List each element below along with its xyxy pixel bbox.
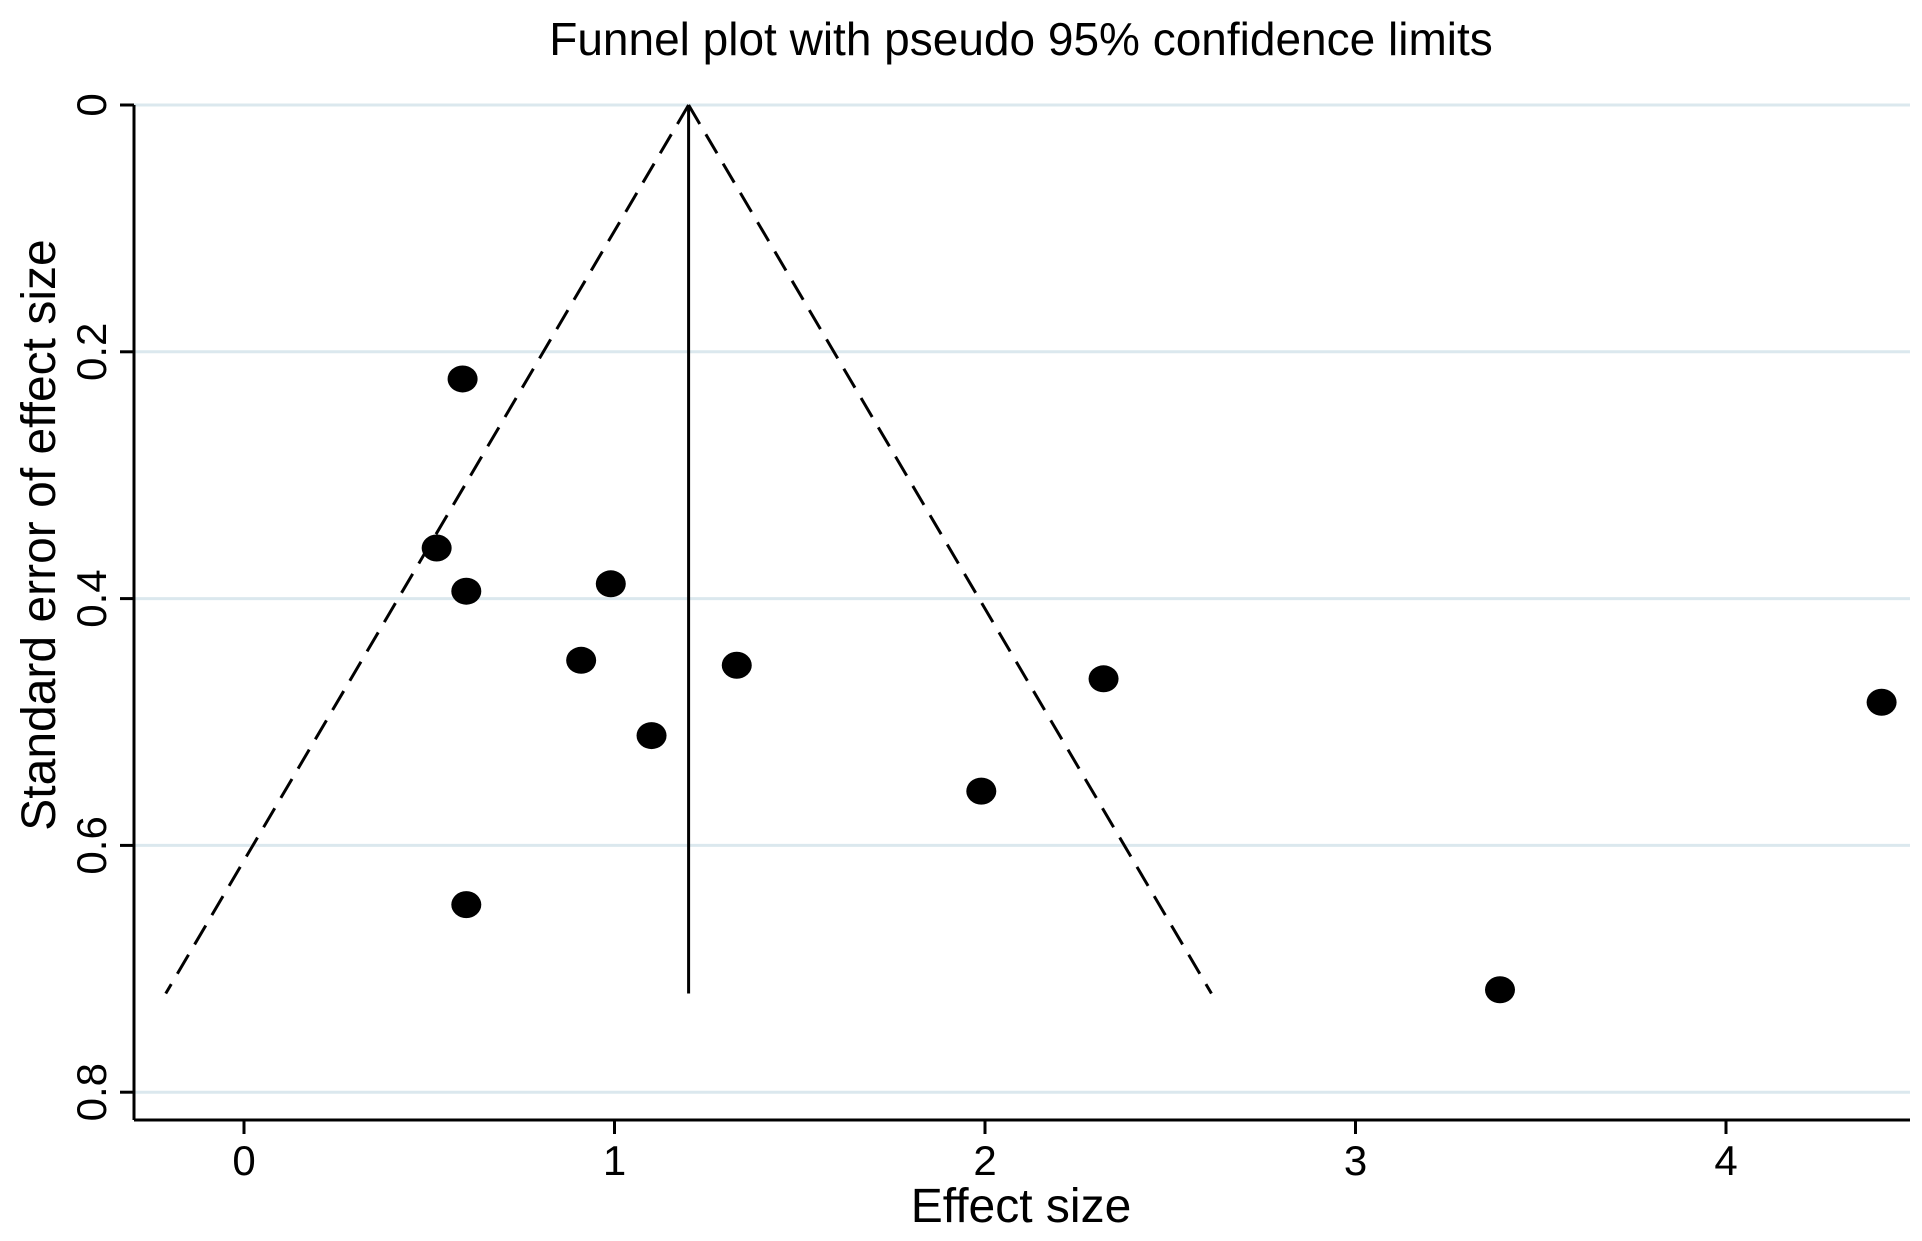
data-point-7 bbox=[636, 722, 667, 750]
x-tick-label-1: 1 bbox=[603, 1137, 626, 1184]
data-point-6 bbox=[721, 651, 752, 679]
data-point-2 bbox=[421, 534, 452, 562]
data-points bbox=[421, 365, 1897, 1004]
data-point-4 bbox=[595, 570, 626, 598]
data-point-12 bbox=[1484, 976, 1515, 1004]
data-point-8 bbox=[1088, 665, 1119, 693]
y-tick-label-0: 0 bbox=[68, 93, 115, 116]
y-tick-label-0.2: 0.2 bbox=[68, 323, 115, 381]
chart-title: Funnel plot with pseudo 95% confidence l… bbox=[549, 13, 1493, 65]
data-point-3 bbox=[451, 577, 482, 605]
x-axis-label: Effect size bbox=[911, 1180, 1132, 1233]
data-point-11 bbox=[451, 891, 482, 919]
axes: 0 1 2 3 4 0 0.2 0.4 0.6 0.8 bbox=[68, 93, 1910, 1184]
y-tick-label-0.4: 0.4 bbox=[68, 569, 115, 627]
y-tick-label-0.8: 0.8 bbox=[68, 1063, 115, 1121]
y-tick-label-0.6: 0.6 bbox=[68, 816, 115, 874]
data-point-9 bbox=[966, 777, 997, 805]
data-point-5 bbox=[566, 646, 597, 674]
upper-ci-line bbox=[687, 104, 1213, 995]
gridlines bbox=[134, 103, 1910, 1094]
x-tick-label-0: 0 bbox=[232, 1137, 255, 1184]
x-tick-label-2: 2 bbox=[973, 1137, 996, 1184]
data-point-10 bbox=[1866, 688, 1897, 716]
y-axis-label: Standard error of effect size bbox=[13, 239, 66, 830]
x-tick-label-4: 4 bbox=[1714, 1137, 1737, 1184]
data-point-1 bbox=[447, 365, 478, 393]
x-tick-label-3: 3 bbox=[1344, 1137, 1367, 1184]
